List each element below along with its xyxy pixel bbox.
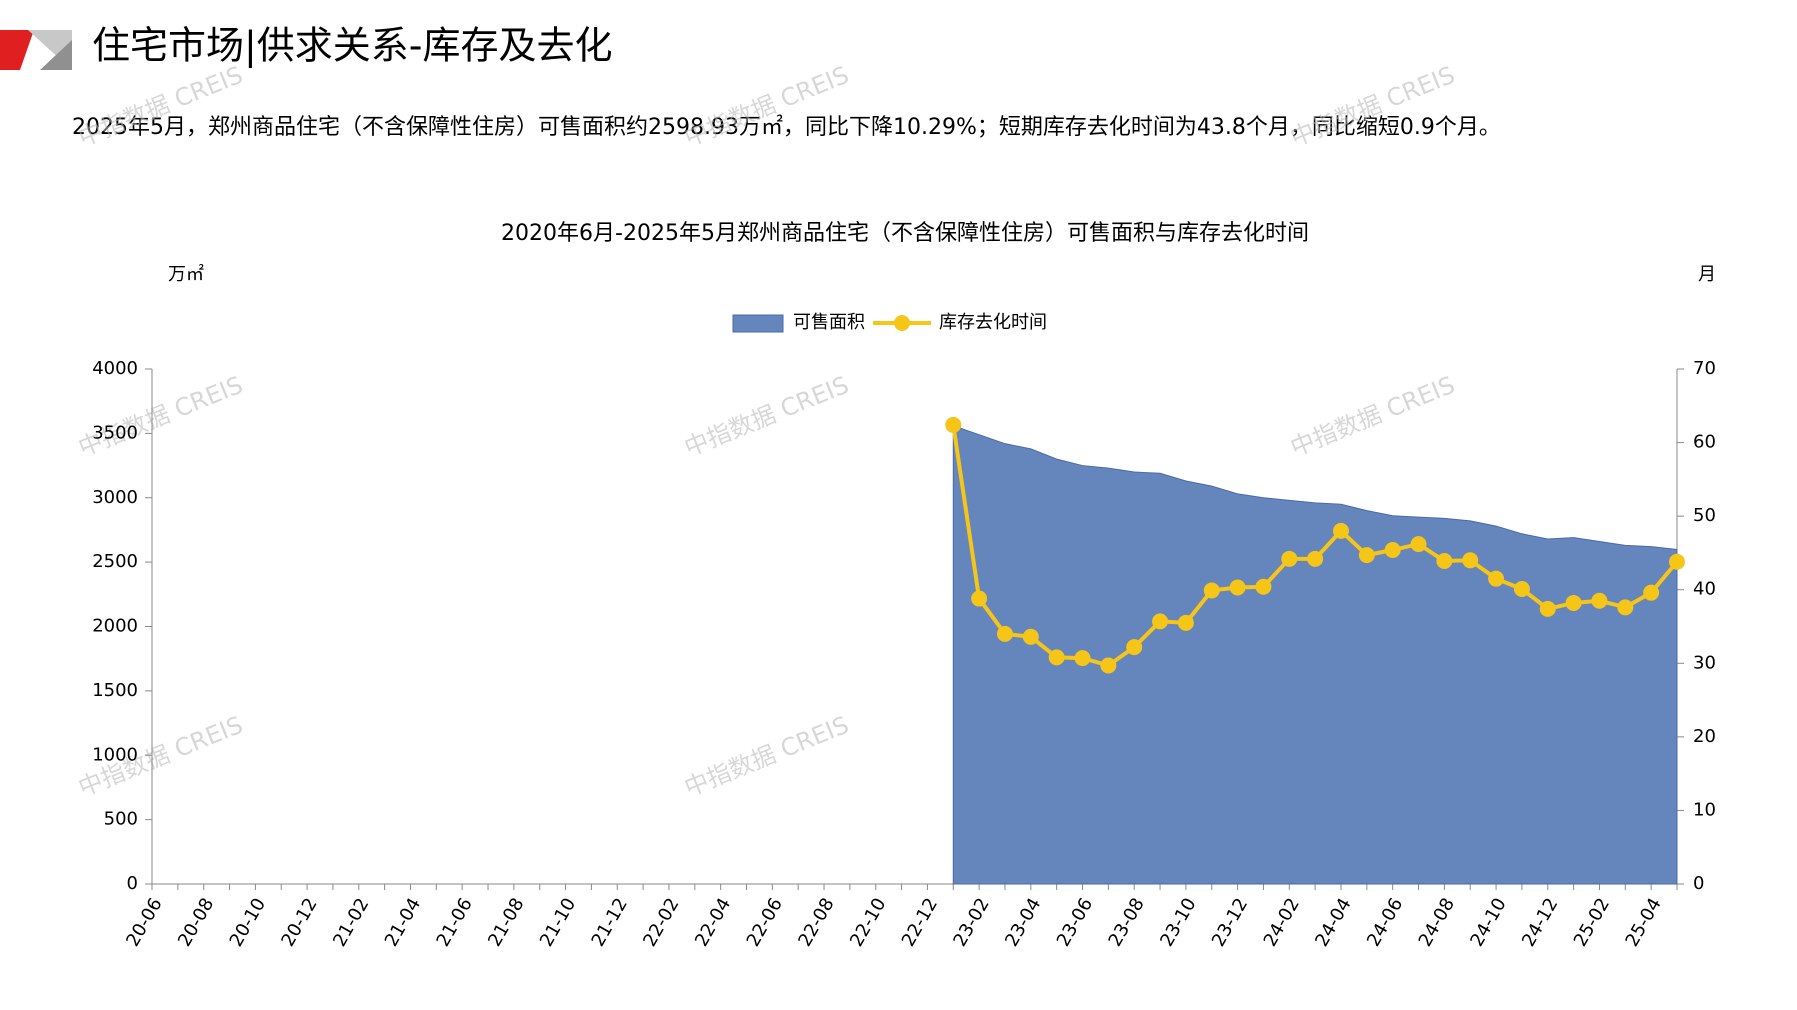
watermark: 中指数据 CREIS — [680, 371, 852, 462]
area — [952, 424, 1678, 885]
line-point — [1643, 584, 1660, 601]
y2-tick-label: 50 — [1693, 505, 1716, 526]
y-tick-label: 4000 — [92, 358, 138, 379]
x-tick-label: 23-10 — [1156, 895, 1200, 951]
y-tick-label: 3000 — [92, 487, 138, 508]
legend-swatch — [894, 315, 910, 331]
x-tick-label: 21-08 — [484, 895, 528, 951]
x-tick-label: 24-08 — [1415, 895, 1459, 951]
y2-axis-unit: 月 — [1698, 264, 1716, 285]
x-tick-label: 20-08 — [174, 895, 218, 951]
line-point — [1074, 650, 1091, 667]
line-point — [1281, 550, 1298, 567]
x-tick-label: 22-02 — [639, 895, 683, 951]
line-point — [1488, 570, 1505, 587]
x-tick-label: 24-12 — [1518, 895, 1562, 951]
x-tick-label: 23-04 — [1001, 895, 1045, 951]
x-tick-label: 24-10 — [1466, 895, 1510, 951]
line-point — [1100, 657, 1117, 674]
watermark: 中指数据 CREIS — [680, 711, 852, 802]
line-point — [1126, 639, 1143, 656]
line-point — [1410, 536, 1427, 553]
line-point — [996, 625, 1013, 642]
x-tick-label: 21-12 — [588, 895, 632, 951]
x-tick-label: 24-04 — [1311, 895, 1355, 951]
x-tick-label: 21-06 — [432, 895, 476, 951]
y2-tick-label: 70 — [1693, 358, 1716, 379]
line-point — [1203, 582, 1220, 599]
y-tick-label: 3500 — [92, 422, 138, 443]
y2-tick-label: 40 — [1693, 579, 1716, 600]
x-tick-label: 24-06 — [1363, 895, 1407, 951]
y2-tick-label: 60 — [1693, 432, 1716, 453]
x-tick-label: 25-04 — [1621, 895, 1665, 951]
logo-dark — [40, 40, 72, 70]
line-point — [1229, 579, 1246, 596]
x-tick-label: 22-08 — [794, 895, 838, 951]
legend-label: 可售面积 — [793, 312, 865, 333]
x-tick-label: 20-10 — [226, 895, 270, 951]
y-tick-label: 500 — [104, 809, 138, 830]
x-tick-label: 21-02 — [329, 895, 373, 951]
line-point — [1462, 552, 1479, 569]
x-tick-label: 21-04 — [381, 895, 425, 951]
line-point — [1436, 553, 1453, 570]
line-point — [1617, 599, 1634, 616]
line-point — [1307, 550, 1324, 567]
x-tick-label: 24-02 — [1260, 895, 1304, 951]
line-point — [1048, 649, 1065, 666]
x-tick-label: 23-08 — [1105, 895, 1149, 951]
x-tick-label: 20-12 — [277, 895, 321, 951]
line-point — [971, 590, 988, 607]
legend-label: 库存去化时间 — [939, 312, 1047, 333]
y-tick-label: 1000 — [92, 744, 138, 765]
line-point — [1152, 613, 1169, 630]
x-tick-label: 23-12 — [1208, 895, 1252, 951]
summary: 2025年5月，郑州商品住宅（不含保障性住房）可售面积约2598.93万㎡，同比… — [72, 114, 1501, 140]
x-tick-label: 22-12 — [898, 895, 942, 951]
line-point — [1565, 594, 1582, 611]
logo-red — [0, 30, 34, 70]
chart-title: 2020年6月-2025年5月郑州商品住宅（不含保障性住房）可售面积与库存去化时… — [501, 221, 1309, 246]
x-tick-label: 23-02 — [949, 895, 993, 951]
x-tick-label: 22-04 — [691, 895, 735, 951]
line-point — [1669, 553, 1685, 570]
line-point — [1539, 600, 1556, 617]
y-tick-label: 1500 — [92, 680, 138, 701]
x-tick-label: 22-10 — [846, 895, 890, 951]
y2-tick-label: 10 — [1693, 799, 1716, 820]
line-point — [1513, 580, 1530, 597]
x-tick-label: 22-06 — [743, 895, 787, 951]
line-point — [1177, 614, 1194, 631]
watermark: 中指数据 CREIS — [1286, 371, 1458, 462]
y-tick-label: 0 — [127, 873, 138, 894]
legend-swatch — [732, 314, 784, 333]
x-tick-label: 25-02 — [1570, 895, 1614, 951]
line-point — [945, 416, 962, 433]
line-point — [1332, 522, 1349, 539]
line-point — [1255, 578, 1272, 595]
x-tick-label: 21-10 — [536, 895, 580, 951]
line-point — [1358, 547, 1375, 564]
watermark: 中指数据 CREIS — [74, 371, 246, 462]
line-point — [1591, 592, 1608, 609]
x-tick-label: 20-06 — [122, 895, 166, 951]
y2-tick-label: 0 — [1693, 873, 1704, 894]
y-tick-label: 2000 — [92, 616, 138, 637]
y-axis-unit: 万㎡ — [168, 263, 204, 285]
line-point — [1384, 541, 1401, 558]
y-tick-label: 2500 — [92, 551, 138, 572]
x-tick-label: 23-06 — [1053, 895, 1097, 951]
line-point — [1022, 628, 1039, 645]
y2-tick-label: 20 — [1693, 726, 1716, 747]
y2-tick-label: 30 — [1693, 652, 1716, 673]
header-title: 住宅市场|供求关系-库存及去化 — [92, 24, 613, 69]
